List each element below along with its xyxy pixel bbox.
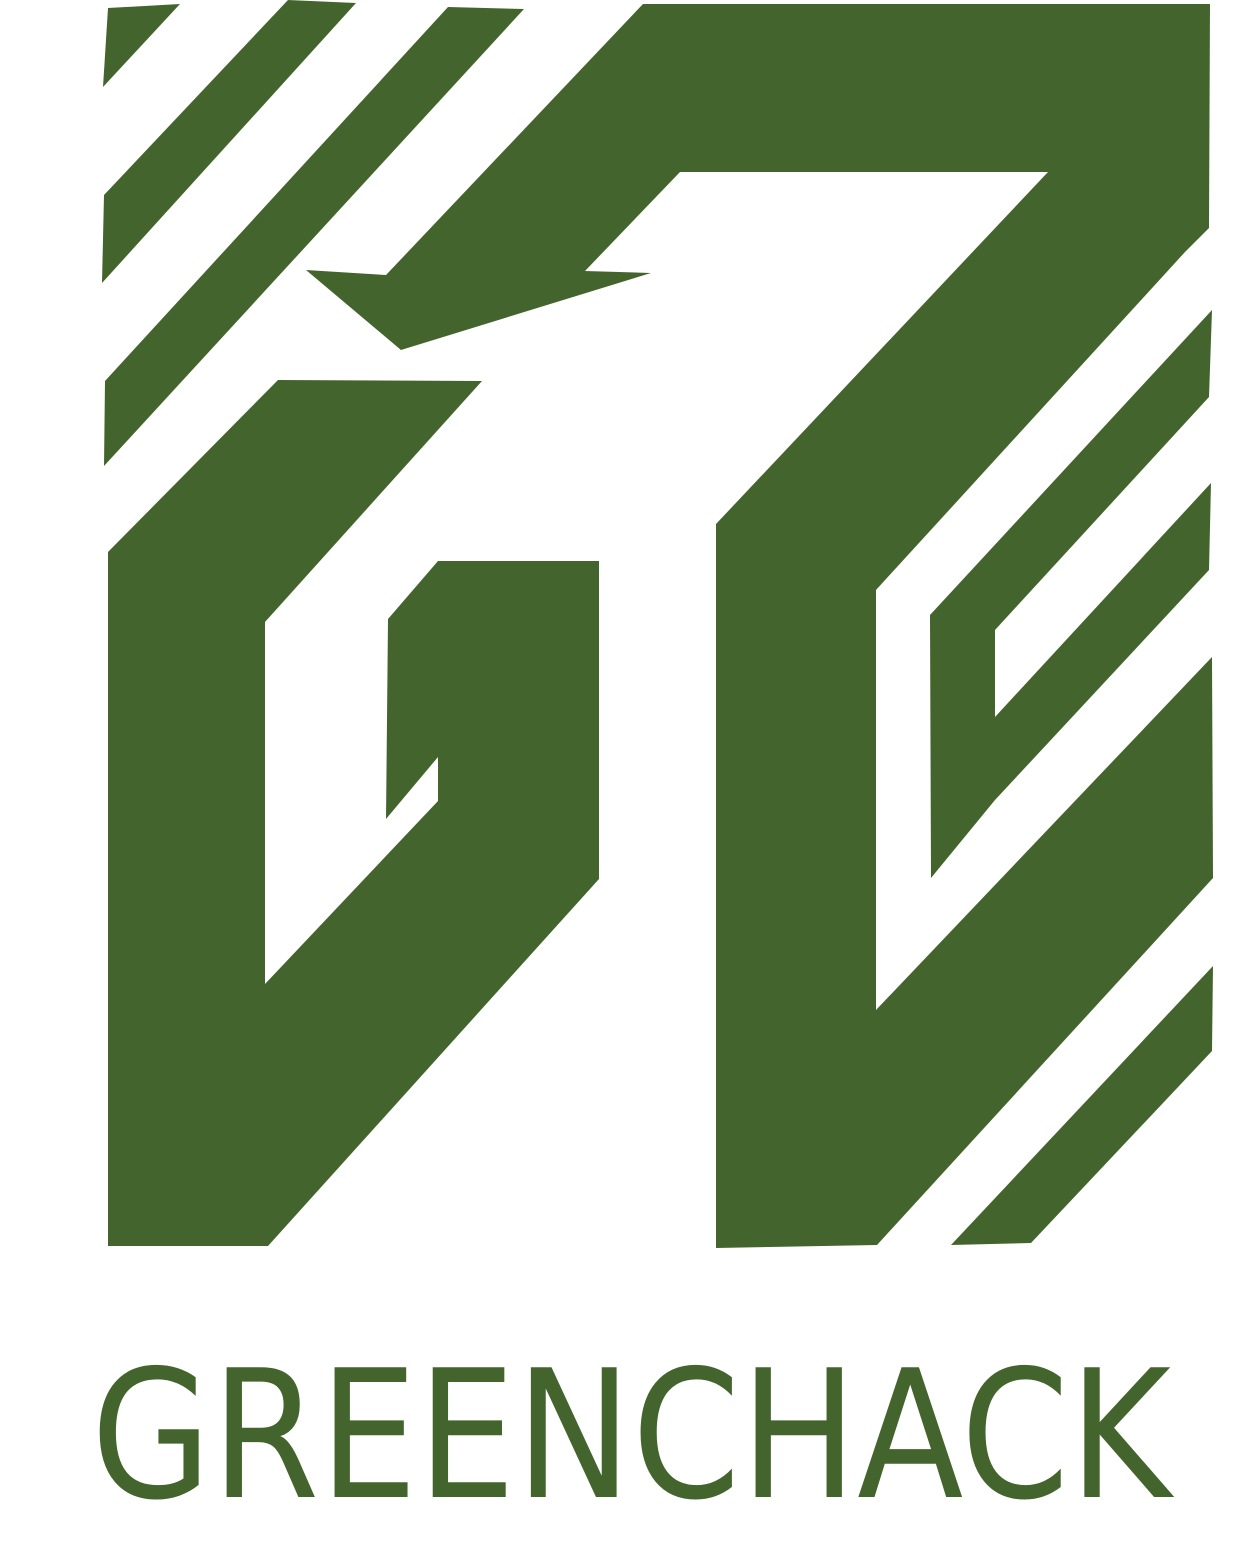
g-letter [108,380,599,1246]
brand-wordmark: GREENCHACK [91,1340,1175,1520]
brand-name: GREENCHACK [91,1340,1175,1520]
gc-monogram-icon [102,0,1213,1248]
e-stripe-1 [930,310,1212,878]
stripe-2 [102,0,356,283]
stripe-3 [104,7,524,466]
stripe-bottom [951,966,1213,1245]
stripe-1 [103,4,180,87]
c-top-bar [306,4,1213,1248]
